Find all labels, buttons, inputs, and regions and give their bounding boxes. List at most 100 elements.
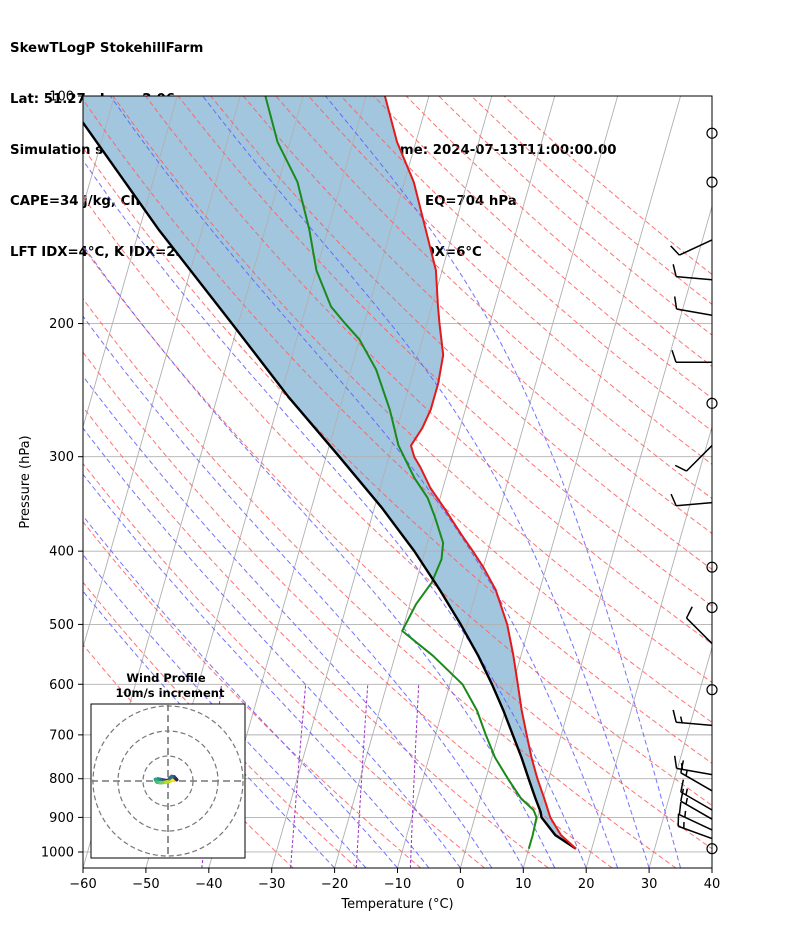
isotherm-line <box>83 96 241 650</box>
x-tick-label: −10 <box>384 877 411 892</box>
wind-barb <box>673 296 713 316</box>
wind-barb <box>674 445 713 472</box>
x-tick-label: 0 <box>456 877 464 892</box>
isotherm-line <box>711 866 712 868</box>
isotherm-line <box>83 96 178 429</box>
moist-adiabat <box>325 96 681 868</box>
header-title: SkewTLogP StokehillFarm <box>10 41 204 56</box>
wind-barb-half-flag <box>685 797 689 805</box>
dry-adiabat <box>83 643 294 868</box>
isotherm-line <box>648 645 712 868</box>
wind-barb <box>680 788 713 820</box>
wind-barb-flag <box>673 755 678 769</box>
wind-barb-staff <box>676 308 713 316</box>
isotherm-line <box>334 96 556 868</box>
y-tick-label: 900 <box>49 811 74 826</box>
wind-barb <box>670 493 713 507</box>
wind-barbs <box>670 127 718 855</box>
cape-area <box>83 96 576 849</box>
x-tick-label: −60 <box>69 877 96 892</box>
y-tick-label: 700 <box>49 728 74 743</box>
wind-barb <box>672 264 713 281</box>
moist-adiabat <box>83 553 367 868</box>
x-tick-label: 40 <box>704 877 721 892</box>
y-tick-label: 1000 <box>41 845 74 860</box>
wind-barb-staff <box>676 501 713 507</box>
calm-wind-circle <box>706 561 718 573</box>
dry-adiabat <box>145 96 712 645</box>
wind-barb <box>670 239 713 256</box>
wind-barb-half-flag <box>685 788 689 796</box>
calm-wind-circle <box>706 127 718 139</box>
wind-barb-flag <box>670 493 677 507</box>
y-tick-label: 100 <box>49 90 74 105</box>
wind-barb-flag <box>674 464 687 472</box>
moist-adiabat <box>83 590 335 868</box>
wind-barb-staff <box>676 275 713 281</box>
dry-adiabat <box>83 581 358 868</box>
wind-barb-flag <box>670 245 680 256</box>
calm-wind-circle <box>706 843 718 855</box>
x-tick-label: −40 <box>195 877 222 892</box>
wind-barb <box>678 802 713 831</box>
hodograph-plot <box>91 704 245 858</box>
x-tick-label: 30 <box>641 877 658 892</box>
wind-barb-flag <box>673 296 678 310</box>
dry-adiabat <box>405 96 712 367</box>
hodograph-inset: Wind Profile 10m/s increment <box>90 671 246 859</box>
wind-barb-flag <box>685 606 693 619</box>
wind-barb-flag <box>672 709 677 723</box>
moist-adiabat <box>83 159 587 868</box>
x-tick-label: 10 <box>515 877 532 892</box>
calm-wind-circle <box>706 684 718 696</box>
wind-barb <box>677 813 713 840</box>
dry-adiabat <box>373 96 712 399</box>
calm-wind-circle <box>706 176 718 188</box>
dry-adiabat <box>83 521 422 868</box>
wind-barb-staff <box>686 617 713 645</box>
isotherm-line <box>459 96 681 868</box>
isotherm-line <box>522 204 712 868</box>
moist-adiabat <box>83 427 461 868</box>
x-tick-label: −50 <box>132 877 159 892</box>
wind-barb-staff <box>686 445 713 472</box>
x-tick-label: −30 <box>258 877 285 892</box>
wind-barb-flag <box>680 779 685 793</box>
wind-barb-flag <box>671 350 677 363</box>
y-axis-label: Pressure (hPa) <box>18 435 33 528</box>
y-tick-label: 200 <box>49 317 74 332</box>
y-tick-label: 300 <box>49 450 74 465</box>
dry-adiabat <box>340 96 712 432</box>
wind-barb-flag <box>680 788 685 802</box>
wind-barb <box>671 350 712 363</box>
wind-barb-half-flag <box>680 763 684 770</box>
x-tick-label: 20 <box>578 877 595 892</box>
moist-adiabat <box>83 473 430 868</box>
x-tick-label: −20 <box>321 877 348 892</box>
y-tick-label: 400 <box>49 545 74 560</box>
mixing-ratio-line <box>355 684 369 868</box>
moist-adiabat <box>109 96 619 868</box>
calm-wind-circle <box>706 601 718 614</box>
wind-barb-half-flag <box>684 810 687 818</box>
wind-barb-staff <box>676 767 713 776</box>
wind-barb-flag <box>678 802 682 815</box>
dry-adiabat <box>177 96 712 607</box>
dewpoint-line <box>264 96 538 849</box>
wind-barb-half-flag <box>679 716 683 723</box>
y-tick-label: 600 <box>49 678 74 693</box>
isotherm-line <box>585 425 712 868</box>
dry-adiabat <box>210 96 712 571</box>
calm-wind-circle <box>706 397 718 409</box>
wind-barb <box>680 760 713 792</box>
mixing-ratio-line <box>409 684 420 868</box>
moist-adiabat <box>202 96 650 868</box>
dry-adiabat <box>83 298 677 868</box>
moist-adiabat <box>83 244 556 868</box>
isotherm-line <box>271 96 493 868</box>
hodograph-subtitle: 10m/s increment <box>116 686 225 700</box>
wind-barb <box>672 709 713 727</box>
wind-barb <box>685 606 713 645</box>
temperature-line <box>383 96 577 850</box>
